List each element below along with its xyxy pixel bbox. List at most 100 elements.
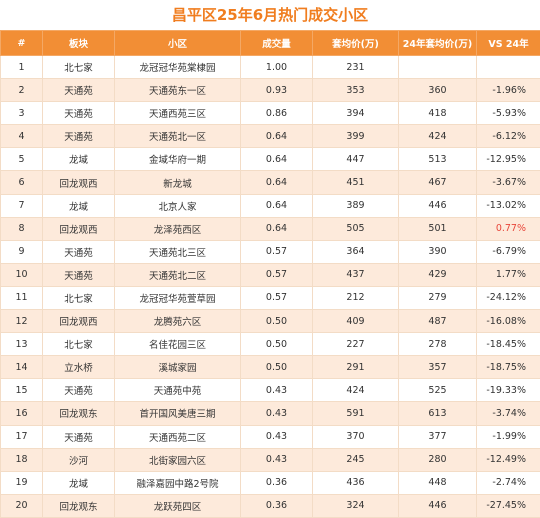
avg-price-cell: 389 xyxy=(313,194,399,217)
district-cell: 天通苑 xyxy=(43,240,115,263)
community-cell: 天通西苑二区 xyxy=(115,425,241,448)
community-cell: 北街家园六区 xyxy=(115,448,241,471)
district-cell: 回龙观东 xyxy=(43,494,115,517)
vs-24-cell: -3.74% xyxy=(477,402,540,425)
rank-cell: 17 xyxy=(1,425,43,448)
vs-24-cell: -5.93% xyxy=(477,102,540,125)
avg-price-24-cell xyxy=(399,56,477,79)
header-rank: # xyxy=(1,31,43,56)
community-cell: 天通苑北二区 xyxy=(115,263,241,286)
rank-cell: 4 xyxy=(1,125,43,148)
community-cell: 新龙城 xyxy=(115,171,241,194)
vs-24-cell: -24.12% xyxy=(477,286,540,309)
volume-cell: 0.50 xyxy=(241,356,313,379)
volume-cell: 0.64 xyxy=(241,171,313,194)
district-cell: 北七家 xyxy=(43,56,115,79)
volume-cell: 0.64 xyxy=(241,217,313,240)
rank-cell: 1 xyxy=(1,56,43,79)
community-cell: 金域华府一期 xyxy=(115,148,241,171)
table-header-row: # 板块 小区 成交量 套均价(万) 24年套均价(万) VS 24年 xyxy=(1,31,540,56)
volume-cell: 0.43 xyxy=(241,402,313,425)
volume-cell: 0.57 xyxy=(241,240,313,263)
avg-price-cell: 212 xyxy=(313,286,399,309)
avg-price-24-cell: 278 xyxy=(399,333,477,356)
community-cell: 天通西苑三区 xyxy=(115,102,241,125)
volume-cell: 0.64 xyxy=(241,148,313,171)
avg-price-cell: 437 xyxy=(313,263,399,286)
header-avg-price-24: 24年套均价(万) xyxy=(399,31,477,56)
vs-24-cell: -1.99% xyxy=(477,425,540,448)
avg-price-24-cell: 446 xyxy=(399,494,477,517)
district-cell: 天通苑 xyxy=(43,425,115,448)
rank-cell: 13 xyxy=(1,333,43,356)
avg-price-24-cell: 429 xyxy=(399,263,477,286)
avg-price-24-cell: 446 xyxy=(399,194,477,217)
vs-24-cell xyxy=(477,56,540,79)
district-cell: 天通苑 xyxy=(43,379,115,402)
avg-price-cell: 291 xyxy=(313,356,399,379)
rank-cell: 11 xyxy=(1,286,43,309)
district-cell: 回龙观西 xyxy=(43,171,115,194)
volume-cell: 0.43 xyxy=(241,379,313,402)
header-avg-price: 套均价(万) xyxy=(313,31,399,56)
vs-24-cell: -6.12% xyxy=(477,125,540,148)
district-cell: 回龙观西 xyxy=(43,310,115,333)
volume-cell: 0.50 xyxy=(241,310,313,333)
district-cell: 回龙观东 xyxy=(43,402,115,425)
avg-price-cell: 324 xyxy=(313,494,399,517)
avg-price-24-cell: 377 xyxy=(399,425,477,448)
rank-cell: 5 xyxy=(1,148,43,171)
vs-24-cell: -1.96% xyxy=(477,79,540,102)
volume-cell: 0.93 xyxy=(241,79,313,102)
avg-price-cell: 447 xyxy=(313,148,399,171)
avg-price-24-cell: 613 xyxy=(399,402,477,425)
community-cell: 龙腾苑六区 xyxy=(115,310,241,333)
rank-cell: 9 xyxy=(1,240,43,263)
avg-price-cell: 409 xyxy=(313,310,399,333)
avg-price-cell: 505 xyxy=(313,217,399,240)
avg-price-cell: 424 xyxy=(313,379,399,402)
avg-price-24-cell: 280 xyxy=(399,448,477,471)
rank-cell: 12 xyxy=(1,310,43,333)
avg-price-cell: 436 xyxy=(313,471,399,494)
volume-cell: 0.50 xyxy=(241,333,313,356)
vs-24-cell: 1.77% xyxy=(477,263,540,286)
volume-cell: 0.64 xyxy=(241,125,313,148)
vs-24-cell: -13.02% xyxy=(477,194,540,217)
avg-price-24-cell: 390 xyxy=(399,240,477,263)
vs-24-cell: -3.67% xyxy=(477,171,540,194)
avg-price-24-cell: 513 xyxy=(399,148,477,171)
community-cell: 首开国风美唐三期 xyxy=(115,402,241,425)
header-district: 板块 xyxy=(43,31,115,56)
avg-price-cell: 353 xyxy=(313,79,399,102)
district-cell: 龙域 xyxy=(43,194,115,217)
rank-cell: 7 xyxy=(1,194,43,217)
district-cell: 沙河 xyxy=(43,448,115,471)
vs-24-cell: -27.45% xyxy=(477,494,540,517)
avg-price-cell: 227 xyxy=(313,333,399,356)
rank-cell: 16 xyxy=(1,402,43,425)
rank-cell: 18 xyxy=(1,448,43,471)
rank-cell: 6 xyxy=(1,171,43,194)
vs-24-cell: -12.49% xyxy=(477,448,540,471)
header-community: 小区 xyxy=(115,31,241,56)
district-cell: 天通苑 xyxy=(43,79,115,102)
community-cell: 天通苑东一区 xyxy=(115,79,241,102)
rank-cell: 3 xyxy=(1,102,43,125)
volume-cell: 0.64 xyxy=(241,194,313,217)
vs-24-cell: -2.74% xyxy=(477,471,540,494)
avg-price-24-cell: 279 xyxy=(399,286,477,309)
district-cell: 北七家 xyxy=(43,333,115,356)
avg-price-24-cell: 467 xyxy=(399,171,477,194)
district-cell: 立水桥 xyxy=(43,356,115,379)
